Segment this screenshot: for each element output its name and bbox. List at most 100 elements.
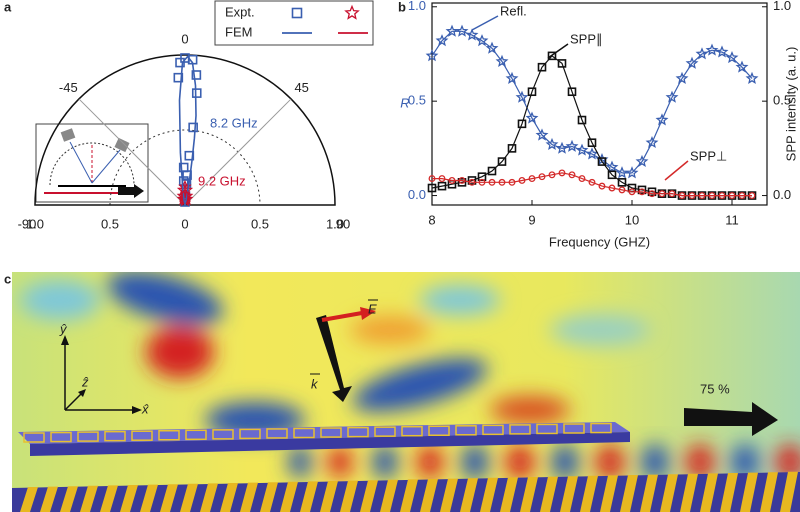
marker bbox=[615, 166, 629, 179]
y-tick-label: 1.0 bbox=[408, 0, 426, 13]
meta-cell bbox=[104, 430, 126, 442]
y2-axis-label: SPP intensity (a. u.) bbox=[783, 47, 798, 162]
marker bbox=[517, 119, 527, 129]
meta-cell bbox=[347, 426, 369, 438]
marker bbox=[518, 177, 526, 184]
x-axis-label: Frequency (GHZ) bbox=[549, 234, 650, 249]
grating-bar bbox=[380, 479, 398, 512]
marker bbox=[191, 88, 202, 98]
marker bbox=[685, 56, 699, 69]
r-tick-label: 0 bbox=[181, 216, 188, 231]
marker bbox=[527, 87, 537, 97]
grating-bar bbox=[400, 479, 418, 512]
grating-bar bbox=[180, 483, 198, 512]
theta-tick-label: 0 bbox=[181, 31, 188, 46]
grating-bar bbox=[600, 475, 618, 512]
marker bbox=[565, 139, 579, 152]
series-label: SPP⊥ bbox=[690, 148, 727, 163]
marker bbox=[535, 128, 549, 141]
marker bbox=[448, 177, 456, 184]
marker bbox=[468, 178, 476, 186]
grating-bar bbox=[560, 476, 578, 512]
marker bbox=[191, 70, 202, 80]
series-label: Refl. bbox=[500, 3, 527, 18]
marker bbox=[568, 171, 576, 179]
marker bbox=[748, 192, 756, 200]
grating-bar bbox=[580, 475, 598, 512]
marker bbox=[708, 192, 716, 200]
marker bbox=[645, 135, 659, 149]
grating-bar bbox=[200, 483, 218, 512]
grating-bar bbox=[520, 477, 538, 512]
marker bbox=[547, 51, 557, 61]
marker bbox=[578, 175, 586, 183]
marker bbox=[718, 192, 726, 200]
marker bbox=[605, 160, 619, 173]
grating-bar bbox=[460, 478, 478, 512]
meta-cell bbox=[23, 432, 45, 443]
marker bbox=[628, 188, 636, 196]
panel-label: b bbox=[398, 0, 406, 14]
inset-schematic bbox=[35, 123, 149, 203]
meta-cell bbox=[563, 423, 585, 434]
legend-marker bbox=[291, 7, 303, 19]
marker bbox=[485, 41, 499, 54]
grating-bar bbox=[420, 479, 438, 512]
marker bbox=[173, 72, 184, 83]
legend-marker bbox=[344, 4, 360, 20]
theta-tick-label: 90 bbox=[336, 216, 350, 231]
marker bbox=[567, 87, 577, 97]
marker bbox=[675, 71, 689, 84]
grating-bar bbox=[80, 485, 98, 512]
marker bbox=[458, 177, 466, 184]
marker bbox=[437, 181, 447, 191]
grating-bar bbox=[480, 477, 498, 512]
marker bbox=[438, 175, 446, 183]
r-tick-label: 0.5 bbox=[251, 216, 269, 231]
marker bbox=[635, 154, 649, 167]
y-axis-label: R bbox=[400, 95, 409, 110]
marker bbox=[558, 169, 566, 177]
grating-bar bbox=[280, 481, 298, 512]
grating-bar bbox=[120, 485, 138, 512]
marker bbox=[607, 170, 617, 180]
marker bbox=[668, 190, 676, 198]
grating-bar bbox=[140, 484, 158, 512]
meta-cell bbox=[374, 426, 396, 437]
marker bbox=[445, 24, 459, 37]
panel-label: c bbox=[4, 271, 11, 286]
meta-cell bbox=[158, 430, 180, 441]
grid-arc bbox=[109, 129, 261, 206]
marker bbox=[735, 60, 749, 73]
marker bbox=[665, 90, 679, 103]
r-tick-label: 1.0 bbox=[26, 216, 44, 231]
grating-bar bbox=[540, 476, 558, 512]
annotation-arrow bbox=[664, 160, 689, 181]
marker bbox=[505, 71, 519, 84]
legend-label: FEM bbox=[225, 24, 252, 39]
field-vector-label: E bbox=[368, 301, 377, 316]
curve-label: 9.2 GHz bbox=[198, 173, 246, 188]
meta-cell bbox=[401, 425, 423, 437]
meta-cell bbox=[320, 427, 342, 438]
marker bbox=[738, 192, 746, 200]
x-tick-label: 8 bbox=[428, 212, 435, 227]
marker bbox=[585, 147, 599, 160]
marker bbox=[178, 162, 189, 173]
meta-cell bbox=[509, 424, 531, 435]
marker bbox=[678, 192, 686, 200]
marker bbox=[618, 186, 626, 194]
marker bbox=[478, 178, 486, 186]
x-tick-label: 9 bbox=[528, 212, 535, 227]
grid-line bbox=[184, 98, 292, 206]
meta-cell bbox=[212, 429, 234, 440]
grating-bar bbox=[240, 482, 258, 512]
grating-bar bbox=[720, 473, 738, 512]
x-tick-label: 11 bbox=[725, 212, 739, 227]
wave-vector-label: k bbox=[311, 376, 319, 391]
panel-label: a bbox=[4, 0, 12, 14]
y2-tick-label: 1.0 bbox=[773, 0, 791, 13]
grating-bar bbox=[20, 487, 38, 512]
marker bbox=[698, 192, 706, 200]
